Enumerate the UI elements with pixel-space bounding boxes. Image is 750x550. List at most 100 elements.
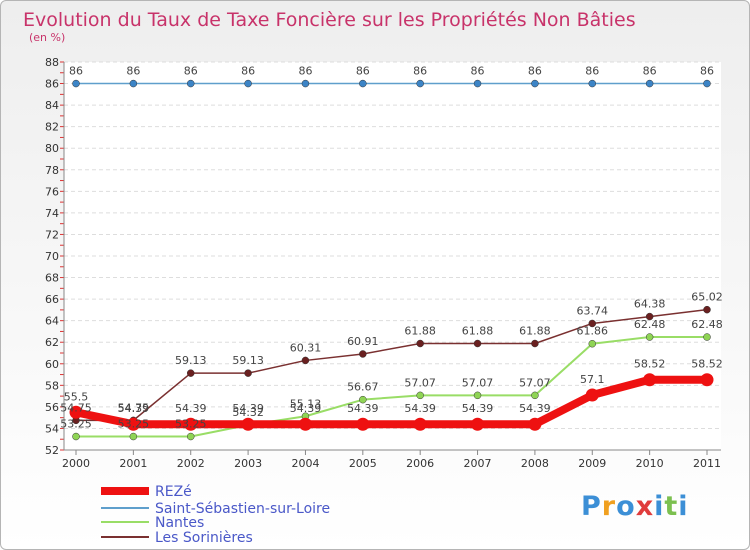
series-point-1 xyxy=(531,79,539,88)
series-point-0 xyxy=(643,373,657,387)
data-label-3: 59.13 xyxy=(175,354,207,367)
data-label-0: 54.39 xyxy=(347,402,379,415)
data-label-1: 86 xyxy=(528,65,542,78)
data-label-3: 59.13 xyxy=(232,354,264,367)
data-label-3: 61.88 xyxy=(462,325,494,338)
series-point-0 xyxy=(471,417,485,431)
y-tick-label: 64 xyxy=(45,315,59,328)
series-point-1 xyxy=(416,79,424,88)
series-point-0 xyxy=(298,417,312,431)
data-label-0: 54.39 xyxy=(232,402,264,415)
series-point-2 xyxy=(186,432,195,441)
series-point-1 xyxy=(186,79,195,88)
series-line-2 xyxy=(75,336,708,438)
x-tick-label: 2001 xyxy=(119,457,147,470)
series-point-1 xyxy=(359,79,367,88)
data-label-0: 54.39 xyxy=(118,402,150,415)
series-point-2 xyxy=(72,432,80,441)
data-label-2: 53.25 xyxy=(118,418,150,431)
series-point-2 xyxy=(129,432,138,441)
y-tick-label: 60 xyxy=(45,358,59,371)
data-label-2: 53.25 xyxy=(60,418,92,431)
series-point-2 xyxy=(359,395,367,404)
x-tick-label: 2003 xyxy=(234,457,262,470)
x-tick-label: 2002 xyxy=(177,457,205,470)
x-tick-label: 2005 xyxy=(349,457,377,470)
data-label-2: 56.67 xyxy=(347,381,379,394)
y-tick-label: 76 xyxy=(45,185,59,198)
data-label-0: 55.5 xyxy=(64,390,89,403)
y-tick-label: 78 xyxy=(45,164,59,177)
chart-subtitle: (en %) xyxy=(29,31,65,44)
y-tick-label: 52 xyxy=(45,444,59,457)
data-label-2: 54.32 xyxy=(232,406,264,419)
series-point-3 xyxy=(359,350,367,358)
y-tick-label: 56 xyxy=(45,401,59,414)
y-tick-label: 68 xyxy=(45,272,59,285)
x-tick-label: 2009 xyxy=(578,457,606,470)
data-label-3: 61.88 xyxy=(404,325,436,338)
y-tick-label: 80 xyxy=(45,142,59,155)
series-point-1 xyxy=(129,79,138,88)
series-line-0 xyxy=(72,375,711,429)
series-point-1 xyxy=(588,79,597,88)
logo-letter: r xyxy=(601,491,617,522)
data-label-2: 53.25 xyxy=(175,418,207,431)
series-point-2 xyxy=(645,333,654,341)
y-tick-label: 70 xyxy=(45,250,59,263)
series-point-3 xyxy=(645,312,654,321)
y-tick-label: 82 xyxy=(45,121,59,134)
series-point-0 xyxy=(528,417,542,431)
x-tick-label: 2004 xyxy=(291,457,319,470)
data-label-1: 86 xyxy=(585,65,599,78)
series-point-0 xyxy=(126,417,140,431)
data-label-2: 61.86 xyxy=(577,325,609,338)
data-label-1: 86 xyxy=(643,65,657,78)
series-point-1 xyxy=(703,79,711,88)
data-label-1: 86 xyxy=(126,65,140,78)
series-point-2 xyxy=(473,391,482,400)
data-label-2: 57.07 xyxy=(404,376,436,389)
data-label-3: 54.75 xyxy=(60,401,92,414)
series-point-0 xyxy=(700,373,714,387)
series-point-1 xyxy=(301,79,310,88)
legend-label-3: Les Sorinières xyxy=(155,530,253,546)
data-label-1: 86 xyxy=(413,65,427,78)
y-tick-label: 74 xyxy=(45,207,59,220)
data-label-0: 58.52 xyxy=(691,358,723,371)
data-label-2: 55.13 xyxy=(290,397,322,410)
series-point-0 xyxy=(69,405,83,419)
y-tick-label: 86 xyxy=(45,78,59,91)
y-tick-label: 84 xyxy=(45,99,59,112)
data-label-3: 54.75 xyxy=(118,401,150,414)
data-label-2: 57.07 xyxy=(462,376,494,389)
data-label-2: 62.48 xyxy=(634,318,666,331)
series-point-0 xyxy=(184,417,198,431)
x-tick-label: 2006 xyxy=(406,457,434,470)
data-label-3: 64.38 xyxy=(634,298,666,311)
x-tick-label: 2010 xyxy=(636,457,664,470)
legend-label-1: Saint-Sébastien-sur-Loire xyxy=(155,501,330,517)
series-point-1 xyxy=(473,79,482,88)
series-point-2 xyxy=(703,333,711,341)
series-point-1 xyxy=(244,79,252,88)
data-label-1: 86 xyxy=(241,65,255,78)
data-label-3: 60.91 xyxy=(347,335,379,348)
data-label-1: 86 xyxy=(471,65,485,78)
x-tick-label: 2000 xyxy=(62,457,90,470)
logo-letter: i xyxy=(678,491,689,522)
series-point-3 xyxy=(588,319,597,328)
legend-label-0: REZé xyxy=(155,484,192,500)
axes: 52 54 56 58 60 62 64 66 68 70 72 74 76 78 80 82 84 86 88 20… xyxy=(45,56,721,470)
series-point-1 xyxy=(72,79,80,88)
x-tick-label: 2008 xyxy=(521,457,549,470)
logo-letter: t xyxy=(664,491,679,522)
x-tick-label: 2011 xyxy=(693,457,721,470)
data-label-0: 54.39 xyxy=(175,402,207,415)
logo-letter: x xyxy=(635,491,655,522)
data-label-3: 61.88 xyxy=(519,325,551,338)
data-label-1: 86 xyxy=(69,65,83,78)
